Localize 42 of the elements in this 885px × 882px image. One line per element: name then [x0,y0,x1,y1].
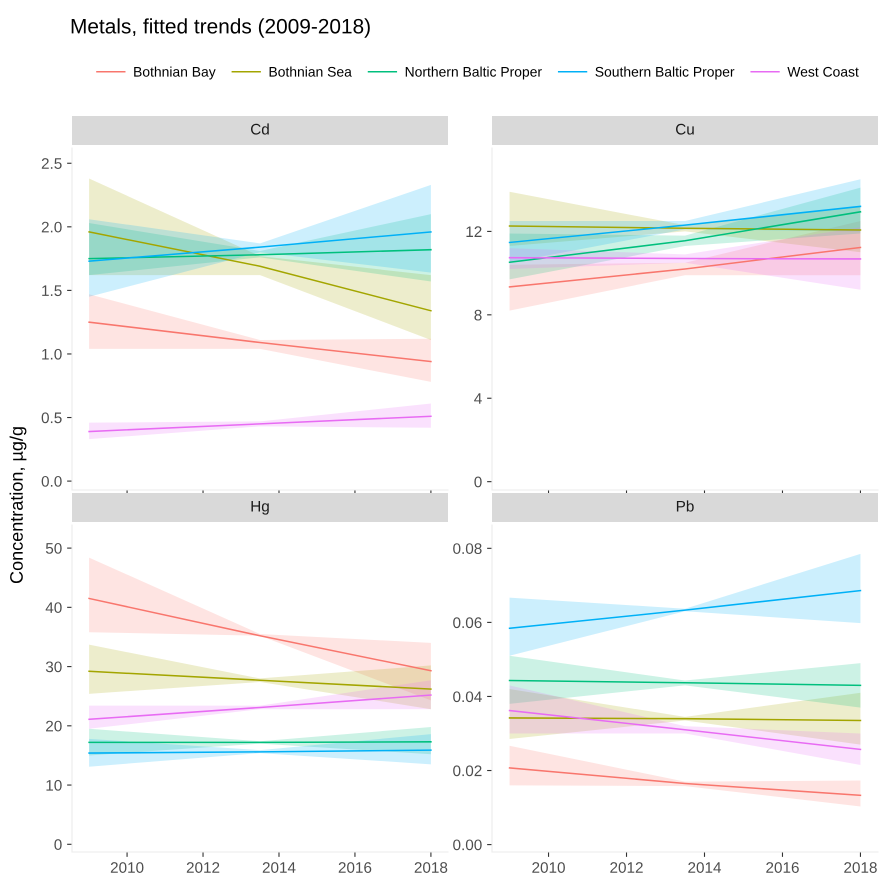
chart-subtitle: Hg [251,500,269,515]
y-tick-label: 0.08 [453,543,482,554]
y-tick-label: 4 [474,393,482,404]
legend-label: Bothnian Bay [134,66,216,80]
y-tick-label: 2.5 [42,158,62,169]
x-tick-label: 2018 [414,862,448,873]
y-tick-label: 2.0 [42,222,62,233]
y-tick-label: 0.5 [42,412,62,424]
y-tick-label: 0.06 [453,617,482,628]
y-tick-label: 20 [46,720,62,732]
legend-label: Northern Baltic Proper [406,66,542,80]
y-tick-label: 0 [54,839,62,850]
x-tick-label: 2016 [766,862,799,873]
x-tick-label: 2012 [610,862,643,873]
x-tick-label: 2018 [844,862,877,873]
x-tick-label: 2016 [338,862,372,873]
chart-subtitle: Cu [676,124,694,135]
legend-label: Southern Baltic Proper [595,66,734,80]
y-tick-label: 40 [46,602,62,614]
y-tick-label: 30 [46,661,62,672]
y-tick-label: 10 [46,780,62,791]
chart-subtitle: Cd [251,123,269,135]
y-tick-label: 50 [46,542,62,554]
chart-subtitle: Pb [676,500,694,512]
y-tick-label: 0 [474,476,482,488]
y-tick-label: 1.5 [42,285,62,296]
y-tick-label: 12 [466,226,482,237]
y-tick-label: 1.0 [42,348,62,360]
x-tick-label: 2012 [186,862,220,873]
y-tick-label: 0.02 [453,765,482,776]
x-tick-label: 2010 [110,862,144,873]
y-tick-label: 0.0 [42,476,62,487]
y-tick-label: 8 [474,310,482,321]
chart-title: Metals, fitted trends (2009-2018) [72,18,370,38]
legend-label: West Coast [787,66,859,77]
y-tick-label: 0.00 [453,839,482,850]
x-tick-label: 2014 [262,862,296,873]
legend-label: Bothnian Sea [270,66,352,77]
y-tick-label: 0.04 [453,691,482,702]
x-tick-label: 2014 [688,862,722,873]
x-tick-label: 2010 [532,862,565,873]
y-axis-title: Concentration, µg/g [10,427,26,584]
